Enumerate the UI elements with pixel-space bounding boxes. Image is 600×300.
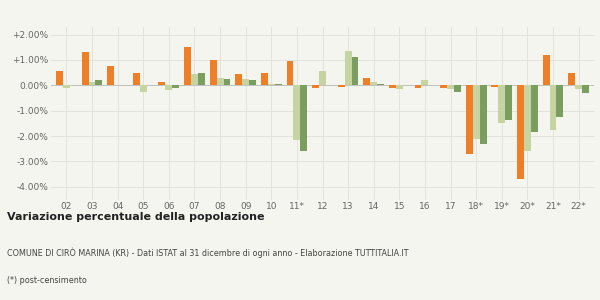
Bar — [389, 85, 396, 88]
Bar — [364, 78, 370, 85]
Bar — [531, 85, 538, 132]
Bar — [301, 85, 307, 151]
Bar — [82, 52, 89, 85]
Bar — [479, 85, 487, 144]
Bar — [524, 85, 531, 151]
Bar — [191, 74, 198, 85]
Bar — [261, 73, 268, 85]
Bar — [582, 85, 589, 93]
Bar — [568, 73, 575, 85]
Text: Variazione percentuale della popolazione: Variazione percentuale della popolazione — [7, 212, 265, 221]
Bar — [415, 85, 421, 88]
Bar — [217, 78, 224, 85]
Bar — [473, 85, 479, 139]
Bar — [89, 82, 95, 85]
Bar — [491, 85, 499, 87]
Bar — [319, 71, 326, 85]
Bar — [56, 71, 63, 85]
Bar — [396, 85, 403, 89]
Bar — [505, 85, 512, 120]
Text: COMUNE DI CIRÒ MARINA (KR) - Dati ISTAT al 31 dicembre di ogni anno - Elaborazio: COMUNE DI CIRÒ MARINA (KR) - Dati ISTAT … — [7, 248, 409, 258]
Bar — [352, 57, 358, 85]
Bar — [454, 85, 461, 92]
Bar — [235, 74, 242, 85]
Text: (*) post-censimento: (*) post-censimento — [7, 276, 87, 285]
Bar — [287, 61, 293, 85]
Bar — [499, 85, 505, 123]
Bar — [184, 47, 191, 85]
Bar — [370, 82, 377, 85]
Bar — [133, 73, 140, 85]
Bar — [377, 84, 384, 85]
Bar — [312, 85, 319, 88]
Bar — [224, 79, 230, 85]
Bar — [440, 85, 447, 88]
Bar — [158, 82, 166, 85]
Bar — [63, 85, 70, 88]
Bar — [198, 73, 205, 85]
Bar — [575, 85, 582, 89]
Bar — [344, 51, 352, 85]
Bar — [140, 85, 146, 92]
Bar — [249, 80, 256, 85]
Bar — [550, 85, 556, 130]
Bar — [172, 85, 179, 88]
Bar — [268, 84, 275, 85]
Bar — [556, 85, 563, 117]
Bar — [338, 85, 344, 87]
Bar — [242, 79, 249, 85]
Bar — [421, 80, 428, 85]
Bar — [466, 85, 473, 154]
Bar — [107, 66, 114, 85]
Bar — [293, 85, 301, 140]
Bar — [209, 60, 217, 85]
Bar — [542, 55, 550, 85]
Bar — [517, 85, 524, 179]
Bar — [166, 85, 172, 90]
Bar — [275, 84, 281, 85]
Bar — [95, 80, 103, 85]
Bar — [447, 85, 454, 89]
